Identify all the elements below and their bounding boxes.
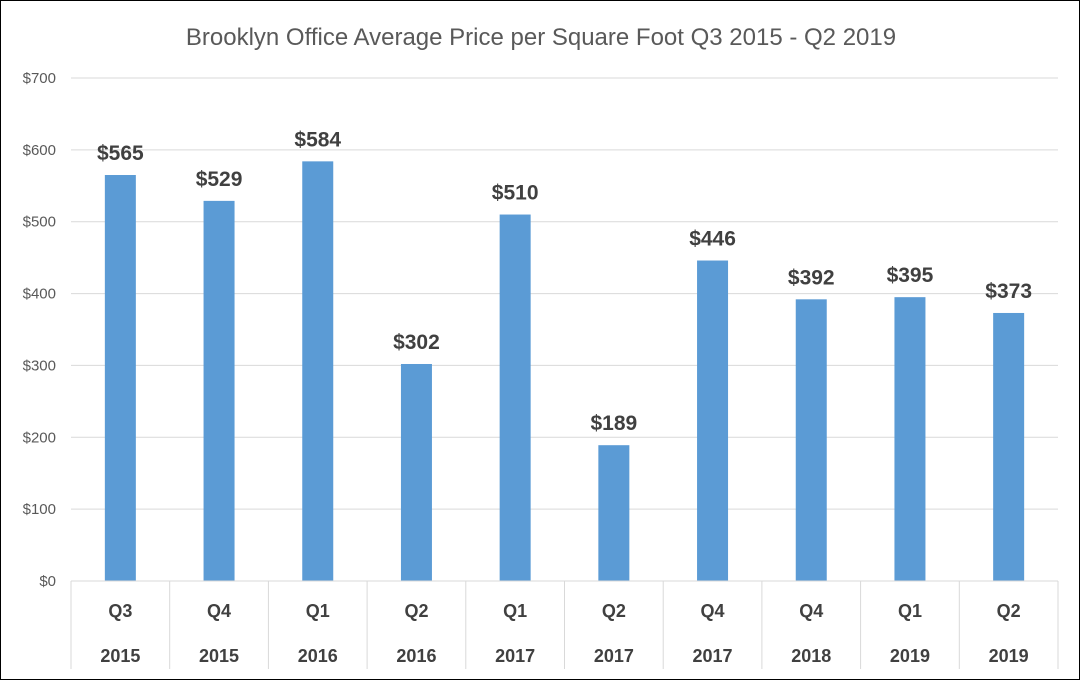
x-tick-year: 2017 (693, 646, 733, 666)
y-tick-label: $500 (23, 214, 56, 231)
y-tick-label: $600 (23, 142, 56, 159)
bar (993, 312, 1025, 581)
data-label: $395 (887, 264, 934, 287)
y-tick-label: $400 (23, 286, 56, 303)
x-tick-quarter: Q4 (701, 601, 725, 621)
x-tick-year: 2015 (100, 646, 140, 666)
bar (400, 363, 432, 581)
y-axis-tick-labels: $0 $100 $200 $300 $400 $500 $600 $700 (23, 70, 56, 590)
bar (499, 214, 531, 581)
x-tick-year: 2019 (989, 646, 1029, 666)
y-tick-label: $300 (23, 357, 56, 374)
y-tick-label: $200 (23, 429, 56, 446)
x-tick-quarter: Q3 (108, 601, 132, 621)
bar (598, 445, 630, 581)
x-tick-year: 2016 (396, 646, 436, 666)
x-tick-quarter: Q1 (898, 601, 922, 621)
bar (302, 161, 334, 581)
x-tick-quarter: Q1 (503, 601, 527, 621)
x-tick-quarter: Q2 (404, 601, 428, 621)
bar (697, 260, 729, 581)
data-label: $373 (985, 280, 1032, 303)
bar (795, 299, 827, 581)
x-tick-quarter: Q2 (997, 601, 1021, 621)
data-label: $565 (97, 142, 144, 165)
x-tick-year: 2015 (199, 646, 239, 666)
gridlines (71, 77, 1058, 510)
data-labels: $565 $529 $584 $302 $510 $189 $446 $392 $395 $373 (97, 128, 1032, 435)
x-tick-quarter: Q4 (207, 601, 231, 621)
y-tick-label: $700 (23, 70, 56, 87)
bars (104, 161, 1025, 581)
data-label: $189 (590, 412, 637, 435)
x-tick-quarter: Q4 (799, 601, 823, 621)
x-tick-year: 2019 (890, 646, 930, 666)
data-label: $302 (393, 331, 440, 354)
bar (203, 200, 235, 581)
y-tick-label: $100 (23, 501, 56, 518)
data-label: $529 (196, 168, 243, 191)
data-label: $446 (689, 228, 736, 251)
x-tick-year: 2017 (495, 646, 535, 666)
data-label: $510 (492, 182, 539, 205)
x-axis: Q3 2015 Q4 2015 Q1 2016 Q2 2016 Q1 2017 Q2 2017 Q4 20… (70, 580, 1059, 669)
x-tick-quarter: Q1 (306, 601, 330, 621)
x-tick-quarter: Q2 (602, 601, 626, 621)
bar (894, 297, 926, 581)
data-label: $392 (788, 266, 835, 289)
x-tick-year: 2016 (298, 646, 338, 666)
x-tick-year: 2017 (594, 646, 634, 666)
data-label: $584 (294, 128, 341, 151)
y-tick-label: $0 (39, 573, 56, 590)
chart-title: Brooklyn Office Average Price per Square… (186, 24, 896, 51)
x-tick-year: 2018 (791, 646, 831, 666)
bar (104, 175, 136, 581)
